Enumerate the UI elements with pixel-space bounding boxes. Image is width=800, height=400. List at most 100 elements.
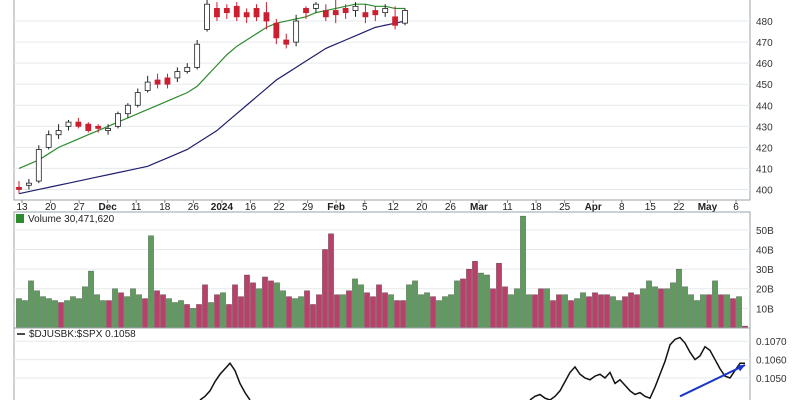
date-tick-label: Dec [99, 202, 118, 213]
trendline-arrow [679, 364, 746, 398]
volume-bar [526, 294, 532, 329]
volume-bar [136, 294, 142, 329]
date-tick-label: 26 [445, 202, 457, 213]
volume-bar [538, 288, 544, 329]
ratio-tick-label: 0.1060 [756, 356, 787, 367]
volume-bar [604, 294, 610, 329]
volume-bar [214, 294, 220, 329]
volume-tick-label: 40B [756, 245, 774, 256]
volume-bar [16, 298, 22, 329]
ratio-title: $DJUSBK:$SPX 0.1058 [29, 329, 136, 340]
volume-bar [454, 280, 460, 329]
volume-bar [238, 296, 244, 329]
trendline-arrowhead [737, 365, 745, 372]
candle-body [16, 186, 22, 190]
volume-bar [592, 292, 598, 329]
volume-bar [148, 235, 154, 329]
volume-bar [418, 294, 424, 329]
volume-bar [52, 300, 58, 329]
volume-legend-swatch [16, 214, 24, 223]
volume-bar [724, 294, 730, 329]
volume-bar [664, 288, 670, 329]
candle-body [352, 5, 359, 11]
price-tick-label: 460 [756, 59, 773, 70]
date-tick-label: 27 [74, 202, 86, 213]
date-tick-label: 18 [159, 202, 171, 213]
candle-body [382, 8, 389, 14]
volume-bar [292, 298, 298, 329]
price-tick-label: 440 [756, 101, 773, 112]
date-tick-label: Apr [585, 202, 602, 213]
volume-bar [484, 274, 490, 329]
price-panel: 400 410 420 430 440 450 460 470 480 [13, 0, 773, 201]
volume-bar [262, 276, 268, 329]
price-panel-frame [13, 0, 751, 201]
volume-tick-label: 30B [756, 265, 774, 276]
volume-bar [274, 282, 280, 329]
ratio-grid [14, 340, 750, 379]
date-tick-label: 22 [273, 202, 285, 213]
volume-bar [634, 294, 640, 329]
candle-body [35, 149, 42, 182]
volume-bar [556, 294, 562, 329]
volume-bar [658, 288, 664, 329]
volume-bar [736, 296, 742, 329]
candle-body [253, 8, 260, 18]
volume-bar [376, 284, 382, 329]
volume-bar [208, 302, 214, 329]
volume-tick-label: 50B [756, 226, 774, 237]
candle-body [204, 3, 210, 30]
volume-bar [256, 288, 262, 329]
candle-body [134, 92, 141, 106]
volume-bar [190, 308, 196, 329]
volume-bar [730, 298, 736, 329]
volume-bar [142, 298, 148, 329]
volume-bar [694, 300, 700, 329]
volume-bar [562, 294, 568, 329]
volume-bar [310, 304, 316, 329]
volume-bar [172, 302, 178, 329]
candle-body [372, 10, 379, 16]
candle-body [144, 81, 151, 91]
candle-body [85, 123, 92, 131]
candle-body [154, 79, 161, 85]
volume-y-axis: 10B 20B 30B 40B 50B [756, 226, 774, 316]
date-tick-label: 8 [619, 202, 625, 213]
volume-bar [178, 300, 184, 329]
volume-bar [304, 290, 310, 329]
date-tick-label: 20 [45, 202, 57, 213]
volume-bar [82, 286, 88, 329]
volume-bar [112, 288, 118, 329]
ratio-tick-label: 0.1070 [756, 337, 787, 348]
date-tick-label: 6 [733, 202, 739, 213]
volume-bar [130, 288, 136, 329]
volume-bar [364, 292, 370, 329]
volume-bars [16, 215, 748, 329]
candle-body [322, 10, 329, 18]
volume-bar [280, 290, 286, 329]
volume-tick-label: 20B [756, 285, 774, 296]
candlesticks [16, 0, 408, 194]
volume-bar [94, 294, 100, 329]
volume-bar [490, 288, 496, 329]
volume-title: Volume 30,471,620 [28, 214, 115, 225]
date-tick-label: 13 [16, 202, 28, 213]
date-axis: 13 20 27 Dec 11 18 26 2024 16 22 29 Feb 5 12 20 26 Mar 11… [16, 200, 739, 213]
volume-bar [370, 296, 376, 329]
volume-bar [58, 302, 64, 329]
volume-bar [712, 280, 718, 329]
volume-bar [568, 300, 574, 329]
date-tick-label: 12 [388, 202, 400, 213]
volume-bar [646, 280, 652, 329]
ratio-y-axis: 0.1050 0.1060 0.1070 [756, 337, 787, 385]
volume-bar [652, 286, 658, 329]
price-tick-label: 470 [756, 38, 773, 49]
candle-body [214, 8, 220, 18]
candle-body [55, 130, 62, 136]
volume-bar [460, 278, 466, 329]
volume-bar [574, 298, 580, 329]
volume-bar [268, 280, 274, 329]
volume-bar [532, 294, 538, 329]
volume-bar [298, 296, 304, 329]
